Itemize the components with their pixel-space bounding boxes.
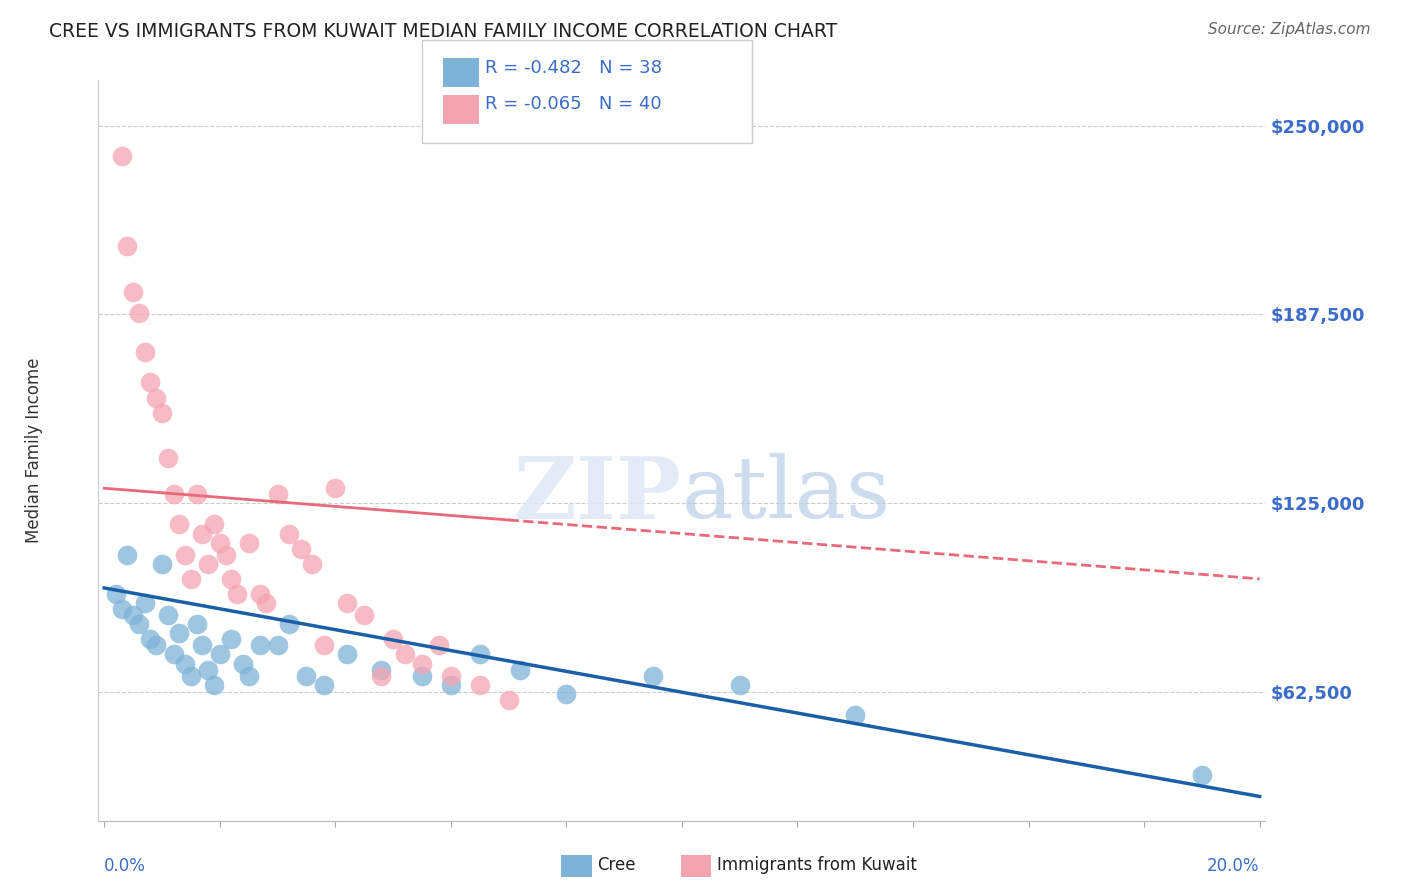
Point bbox=[122, 285, 145, 299]
Text: Immigrants from Kuwait: Immigrants from Kuwait bbox=[717, 856, 917, 874]
Text: ZIP: ZIP bbox=[515, 453, 682, 537]
Point bbox=[169, 517, 191, 532]
Point bbox=[238, 668, 260, 682]
Point bbox=[641, 668, 664, 682]
Point bbox=[150, 406, 173, 420]
Text: atlas: atlas bbox=[682, 453, 891, 536]
Point bbox=[202, 517, 225, 532]
Point bbox=[468, 678, 491, 692]
Text: 20.0%: 20.0% bbox=[1208, 857, 1260, 875]
Point bbox=[440, 668, 463, 682]
Point bbox=[509, 663, 531, 677]
Point bbox=[353, 608, 375, 623]
Point bbox=[254, 596, 277, 610]
Point bbox=[156, 450, 179, 465]
Point bbox=[290, 541, 312, 556]
Point bbox=[197, 663, 219, 677]
Point bbox=[174, 657, 197, 671]
Text: Cree: Cree bbox=[598, 856, 636, 874]
Point bbox=[232, 657, 254, 671]
Point bbox=[411, 668, 433, 682]
Point bbox=[1191, 768, 1213, 782]
Point bbox=[117, 239, 139, 253]
Point bbox=[295, 668, 318, 682]
Point bbox=[191, 526, 214, 541]
Point bbox=[208, 535, 231, 549]
Point bbox=[221, 572, 243, 586]
Point bbox=[336, 648, 359, 662]
Point bbox=[180, 572, 202, 586]
Point bbox=[468, 648, 491, 662]
Point bbox=[150, 557, 173, 571]
Point bbox=[169, 626, 191, 640]
Point bbox=[411, 657, 433, 671]
Point bbox=[110, 602, 132, 616]
Text: Median Family Income: Median Family Income bbox=[25, 358, 44, 543]
Point bbox=[186, 487, 208, 501]
Point bbox=[278, 526, 301, 541]
Point bbox=[156, 608, 179, 623]
Point bbox=[134, 596, 156, 610]
Point bbox=[336, 596, 359, 610]
Point bbox=[278, 617, 301, 632]
Point bbox=[249, 587, 271, 601]
Point bbox=[226, 587, 249, 601]
Point bbox=[266, 487, 288, 501]
Point bbox=[249, 639, 271, 653]
Point bbox=[191, 639, 214, 653]
Point bbox=[238, 535, 260, 549]
Point bbox=[370, 668, 392, 682]
Point bbox=[370, 663, 392, 677]
Point bbox=[312, 639, 335, 653]
Point bbox=[208, 648, 231, 662]
Point bbox=[221, 632, 243, 647]
Text: R = -0.482   N = 38: R = -0.482 N = 38 bbox=[485, 59, 662, 77]
Point bbox=[162, 648, 184, 662]
Point bbox=[145, 391, 167, 405]
Point bbox=[139, 376, 162, 390]
Point bbox=[174, 548, 197, 562]
Point bbox=[110, 149, 132, 163]
Point bbox=[498, 692, 520, 706]
Point bbox=[197, 557, 219, 571]
Point bbox=[301, 557, 323, 571]
Point bbox=[145, 639, 167, 653]
Point bbox=[128, 617, 150, 632]
Point bbox=[202, 678, 225, 692]
Point bbox=[394, 648, 416, 662]
Point bbox=[440, 678, 463, 692]
Point bbox=[134, 345, 156, 359]
Point bbox=[323, 481, 346, 495]
Point bbox=[180, 668, 202, 682]
Point bbox=[186, 617, 208, 632]
Text: CREE VS IMMIGRANTS FROM KUWAIT MEDIAN FAMILY INCOME CORRELATION CHART: CREE VS IMMIGRANTS FROM KUWAIT MEDIAN FA… bbox=[49, 22, 838, 41]
Point bbox=[139, 632, 162, 647]
Point bbox=[555, 687, 578, 701]
Text: R = -0.065   N = 40: R = -0.065 N = 40 bbox=[485, 95, 662, 113]
Text: 0.0%: 0.0% bbox=[104, 857, 146, 875]
Point bbox=[844, 707, 866, 722]
Point bbox=[122, 608, 145, 623]
Point bbox=[162, 487, 184, 501]
Point bbox=[382, 632, 405, 647]
Point bbox=[266, 639, 288, 653]
Point bbox=[728, 678, 751, 692]
Point bbox=[117, 548, 139, 562]
Point bbox=[214, 548, 236, 562]
Point bbox=[104, 587, 127, 601]
Point bbox=[312, 678, 335, 692]
Point bbox=[427, 639, 450, 653]
Text: Source: ZipAtlas.com: Source: ZipAtlas.com bbox=[1208, 22, 1371, 37]
Point bbox=[128, 306, 150, 320]
